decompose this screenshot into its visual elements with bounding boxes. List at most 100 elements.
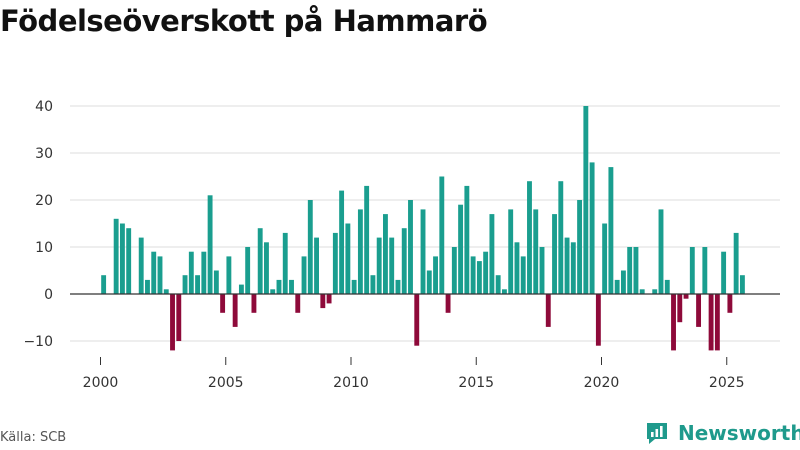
- bar: [264, 242, 269, 294]
- bar: [276, 279, 282, 294]
- bar: [677, 294, 683, 323]
- x-tick-label: 2020: [584, 375, 620, 391]
- bar: [113, 218, 119, 294]
- bar: [533, 209, 539, 294]
- bar: [527, 181, 532, 294]
- x-tick-label: 2025: [709, 375, 745, 391]
- bar: [151, 251, 157, 294]
- bar: [126, 228, 132, 294]
- bar: [727, 294, 733, 313]
- bar: [458, 204, 464, 294]
- bar: [163, 289, 169, 294]
- bar: [483, 251, 489, 294]
- bar: [176, 294, 182, 341]
- bar: [495, 275, 501, 294]
- bar: [320, 294, 326, 309]
- bar: [608, 167, 614, 294]
- bar: [620, 270, 626, 294]
- bar: [195, 275, 201, 294]
- bar: [383, 214, 388, 294]
- bar: [270, 289, 276, 294]
- bar: [664, 279, 670, 294]
- bar: [739, 275, 745, 294]
- bar: [702, 247, 708, 294]
- bar: [639, 289, 645, 294]
- bar: [101, 275, 107, 294]
- bar: [401, 228, 407, 294]
- bar: [433, 256, 438, 294]
- bar: [520, 256, 526, 294]
- bar: [508, 209, 514, 294]
- bar: [470, 256, 476, 294]
- bar: [351, 279, 357, 294]
- bar: [476, 261, 482, 294]
- bar: [595, 294, 601, 346]
- bar: [589, 162, 595, 294]
- bar: [558, 181, 564, 294]
- bar: [689, 247, 695, 294]
- y-tick-label: 40: [35, 99, 53, 115]
- bar: [633, 247, 639, 294]
- bar: [364, 185, 370, 294]
- bar: [570, 242, 576, 294]
- bar: [201, 251, 207, 294]
- bar: [345, 223, 351, 294]
- y-tick-label: 10: [35, 240, 53, 256]
- x-tick-label: 2010: [333, 375, 369, 391]
- bar: [614, 279, 620, 294]
- bar: [451, 247, 457, 294]
- bar: [357, 209, 363, 294]
- bar: [539, 247, 545, 294]
- source-note: Källa: SCB: [0, 430, 67, 445]
- bar: [602, 223, 608, 294]
- bar: [307, 200, 313, 294]
- bar: [220, 294, 226, 313]
- bar: [714, 294, 720, 351]
- bar: [370, 275, 376, 294]
- bar: [339, 190, 345, 294]
- bar: [295, 294, 301, 313]
- x-tick-label: 2015: [458, 375, 494, 391]
- x-tick-label: 2005: [208, 375, 244, 391]
- y-tick-label: 0: [44, 287, 53, 303]
- bar: [232, 294, 238, 327]
- y-tick-label: 30: [35, 146, 53, 162]
- bar: [564, 237, 570, 294]
- bar: [257, 228, 263, 294]
- bar: [314, 237, 319, 294]
- bar: [577, 200, 583, 294]
- bar: [238, 284, 244, 294]
- bar: [213, 270, 219, 294]
- bar: [226, 256, 232, 294]
- y-tick-label: 20: [35, 193, 53, 209]
- bar: [652, 289, 658, 294]
- bar: [145, 279, 150, 294]
- bar: [182, 275, 188, 294]
- bar: [289, 279, 294, 294]
- bar: [439, 176, 445, 294]
- bar: [696, 294, 702, 327]
- bar: [138, 237, 144, 294]
- bar: [552, 214, 557, 294]
- y-tick-label: −10: [23, 334, 53, 350]
- bar: [408, 200, 413, 294]
- bar: [426, 270, 432, 294]
- newsworthy-logo: Newsworthy: [644, 419, 800, 447]
- bar: [376, 237, 382, 294]
- bar: [658, 209, 664, 294]
- bar: [489, 214, 495, 294]
- bar: [251, 294, 257, 313]
- bar: [545, 294, 551, 327]
- bar: [188, 251, 194, 294]
- bar: [514, 242, 520, 294]
- bar: [420, 209, 426, 294]
- bar: [627, 247, 633, 294]
- bar: [708, 294, 714, 351]
- bar: [671, 294, 676, 351]
- bar: [445, 294, 451, 313]
- bar: [245, 247, 251, 294]
- chart-title: Födelseöverskott på Hammarö: [0, 4, 488, 38]
- bar: [326, 294, 332, 304]
- bar: [282, 232, 288, 294]
